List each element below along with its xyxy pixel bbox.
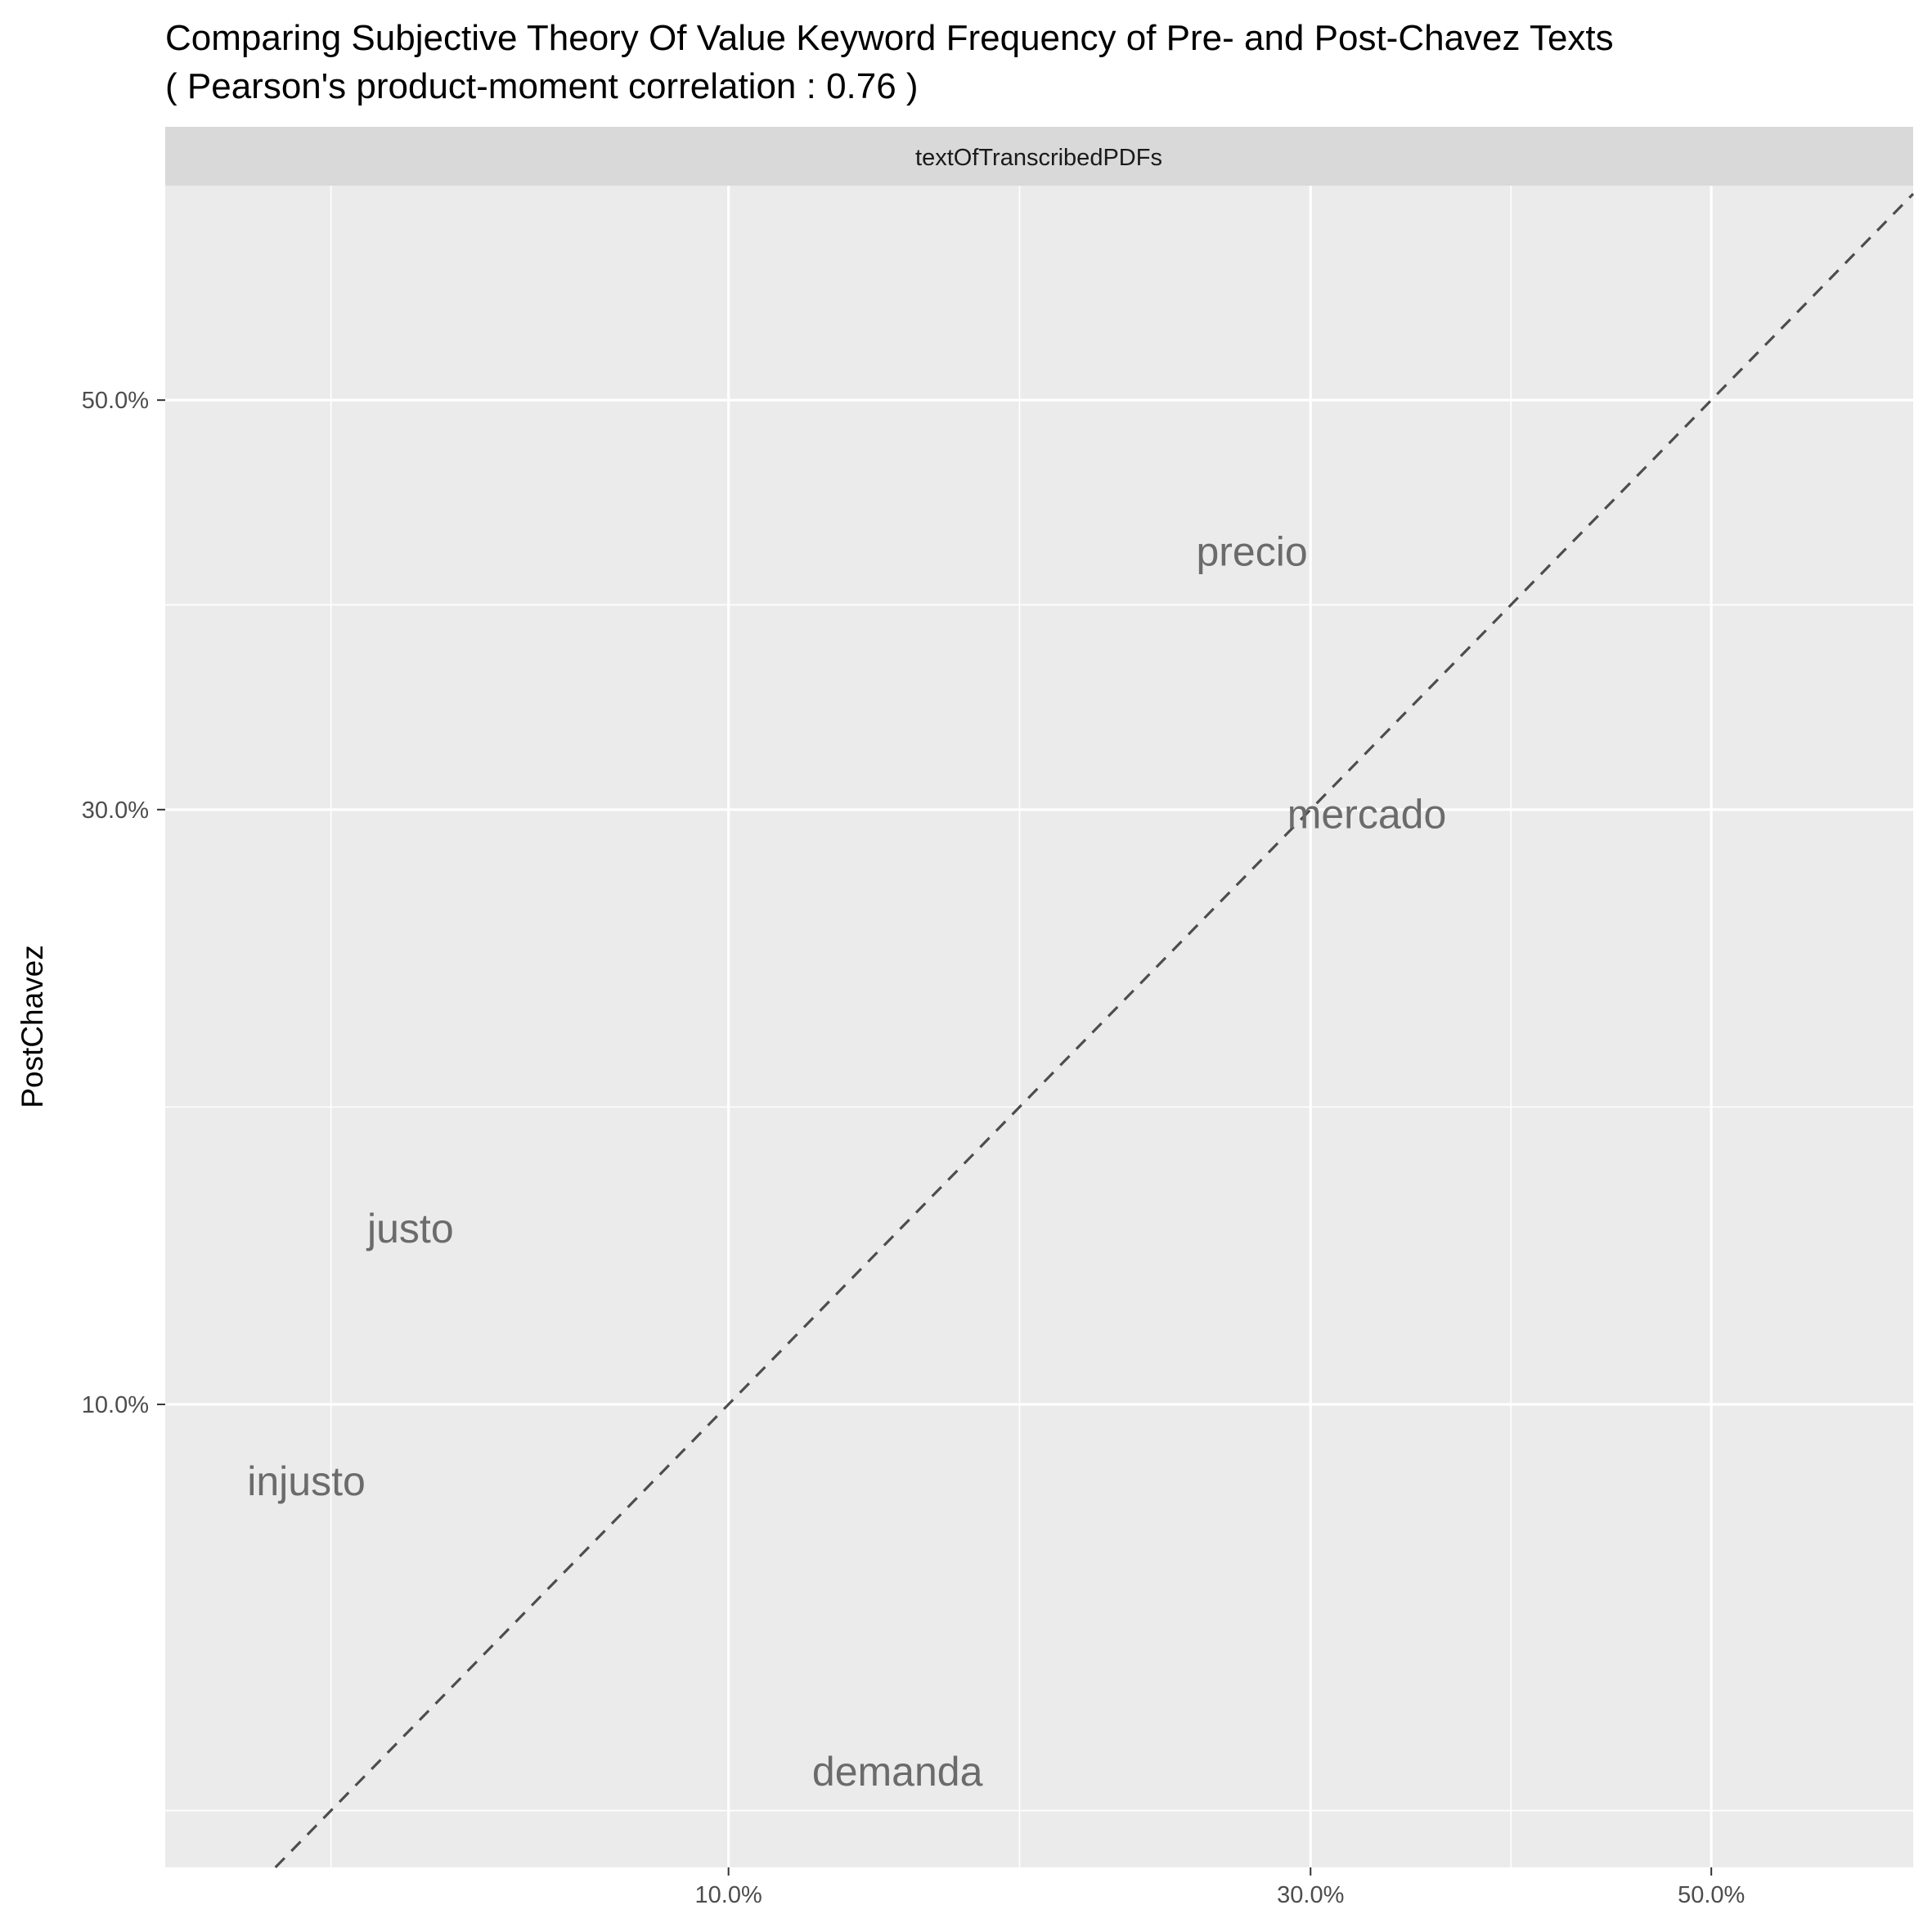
major-gridlines (165, 186, 1913, 1867)
chart-title: Comparing Subjective Theory Of Value Key… (165, 18, 1614, 58)
plot-panel (165, 186, 1913, 1867)
point-label-demanda: demanda (812, 1749, 983, 1795)
y-axis: 10.0% 30.0% 50.0% (82, 388, 165, 1418)
chart-subtitle: ( Pearson's product-moment correlation :… (165, 66, 919, 106)
point-label-mercado: mercado (1287, 792, 1447, 838)
x-axis: 10.0% 30.0% 50.0% (695, 1867, 1745, 1908)
y-tick-label: 50.0% (82, 388, 149, 414)
identity-reference-line (274, 192, 1915, 1869)
minor-gridlines (165, 186, 1913, 1867)
x-tick-label: 10.0% (695, 1882, 762, 1908)
y-tick-label: 30.0% (82, 798, 149, 824)
x-tick-label: 30.0% (1277, 1882, 1344, 1908)
point-label-justo: justo (366, 1206, 454, 1251)
facet-strip (165, 127, 1913, 186)
y-axis-title: PostChavez (16, 945, 49, 1108)
data-labels: precio mercado justo injusto demanda (247, 529, 1446, 1795)
point-label-injusto: injusto (247, 1458, 366, 1504)
x-tick-label: 50.0% (1678, 1882, 1745, 1908)
facet-strip-label: textOfTranscribedPDFs (915, 145, 1162, 171)
point-label-precio: precio (1196, 529, 1307, 575)
y-tick-label: 10.0% (82, 1392, 149, 1418)
